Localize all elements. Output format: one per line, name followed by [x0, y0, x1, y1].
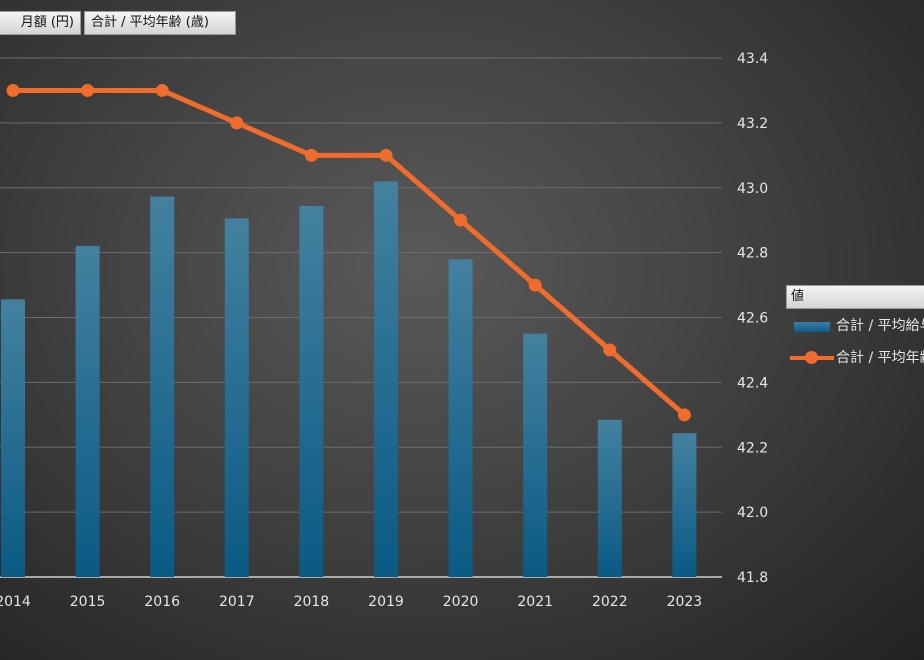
value-field-button-age[interactable]: 合計 / 平均年齢 (歳): [84, 11, 236, 35]
x-tick-label: 2019: [368, 594, 404, 610]
x-tick-label: 2017: [219, 594, 255, 610]
x-tick-label: 2022: [592, 594, 628, 610]
y2-tick-label: 42.6: [737, 311, 768, 327]
legend-label-salary: 合計 / 平均給与月額 (円): [836, 318, 924, 334]
bar-2015[interactable]: [75, 245, 100, 578]
legend-item-salary[interactable]: 合計 / 平均給与月額 (円): [786, 309, 924, 341]
bar-swatch: [794, 322, 830, 332]
legend-header[interactable]: 値: [786, 285, 924, 309]
y2-tick-label: 43.0: [737, 181, 768, 197]
age-point-2014[interactable]: [6, 83, 20, 97]
x-tick-label: 2023: [667, 594, 703, 610]
bar-2023[interactable]: [672, 433, 697, 577]
age-point-2015[interactable]: [81, 83, 95, 97]
bar-2014[interactable]: [1, 299, 25, 577]
age-point-2019[interactable]: [379, 148, 393, 162]
y2-tick-label: 42.8: [737, 246, 768, 262]
bar-2022[interactable]: [597, 419, 622, 577]
age-point-2022[interactable]: [603, 343, 617, 357]
bar-2019[interactable]: [374, 181, 398, 577]
y2-tick-label: 42.2: [737, 440, 768, 456]
line-series: [6, 83, 691, 422]
legend-item-age[interactable]: 合計 / 平均年齢 (歳): [786, 341, 924, 373]
age-point-2023[interactable]: [677, 408, 691, 422]
x-tick-label: 2020: [443, 594, 479, 610]
bar-series: [1, 181, 697, 578]
x-tick-label: 2018: [294, 594, 330, 610]
y2-axis-ticks: 41.8 42.0 42.2 42.4 42.6 42.8 43.0 43.2 43.4: [737, 51, 768, 586]
x-tick-label: 2021: [517, 594, 553, 610]
y2-tick-label: 42.4: [737, 375, 768, 391]
y2-tick-label: 43.4: [737, 51, 768, 67]
age-point-2020[interactable]: [454, 213, 468, 227]
bar-2016[interactable]: [150, 196, 175, 577]
legend: 値 合計 / 平均給与月額 (円) 合計 / 平均年齢 (歳): [786, 285, 924, 373]
bar-2020[interactable]: [448, 259, 473, 577]
value-field-button-salary[interactable]: 月額 (円): [0, 11, 81, 35]
bar-2021[interactable]: [523, 333, 548, 577]
age-point-2018[interactable]: [304, 148, 318, 162]
x-tick-label: 2014: [0, 594, 31, 610]
y2-tick-label: 41.8: [737, 570, 768, 586]
x-tick-label: 2015: [70, 594, 106, 610]
bar-2017[interactable]: [224, 218, 249, 577]
bar-2018[interactable]: [299, 205, 324, 578]
age-line: [13, 87, 687, 417]
line-swatch-marker: [805, 351, 818, 364]
x-axis-ticks: 2014 2015 2016 2017 2018 2019 2020 2021 2022 2023: [0, 594, 702, 610]
y2-tick-label: 42.0: [737, 505, 768, 521]
age-point-2021[interactable]: [528, 278, 542, 292]
x-tick-label: 2016: [144, 594, 180, 610]
y2-tick-label: 43.2: [737, 116, 768, 132]
age-point-2016[interactable]: [155, 83, 169, 97]
age-point-2017[interactable]: [230, 116, 244, 130]
legend-label-age: 合計 / 平均年齢 (歳): [836, 350, 924, 366]
